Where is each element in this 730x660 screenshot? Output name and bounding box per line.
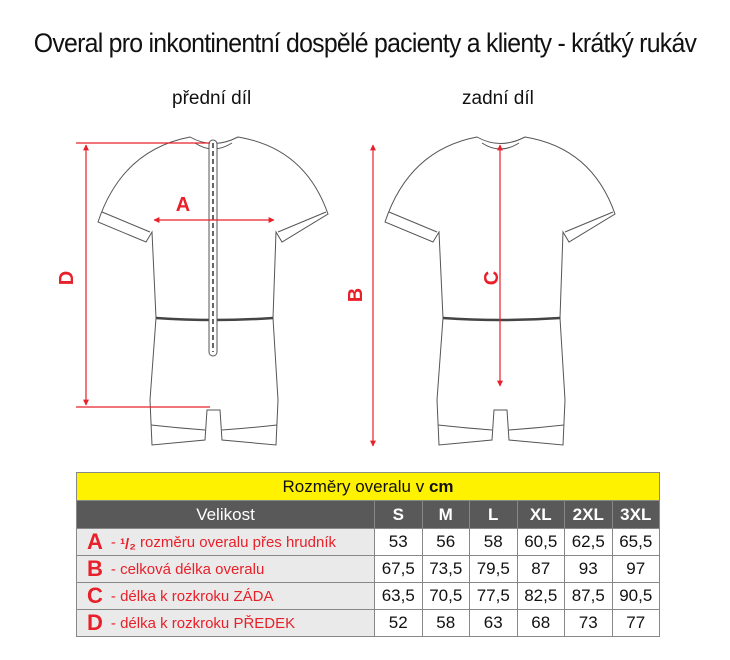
table-row: B- celková délka overalu 67,5 73,5 79,5 87 93… xyxy=(76,555,660,583)
zipper xyxy=(208,139,218,357)
table-cell: 62,5 xyxy=(564,528,613,556)
garment-diagram: A D B C xyxy=(56,135,617,447)
front-view-label: přední díl xyxy=(172,88,252,109)
size-header: Velikost xyxy=(76,500,375,529)
table-cell: 63 xyxy=(469,609,518,637)
table-cell: 70,5 xyxy=(421,582,470,610)
size-table: Rozměry overalu v cm Velikost S M L XL 2… xyxy=(76,472,660,637)
table-cell: 79,5 xyxy=(469,555,518,583)
table-cell: 73 xyxy=(564,609,613,637)
size-l: L xyxy=(469,500,518,529)
marker-a: A xyxy=(176,194,190,216)
table-cell: 82,5 xyxy=(516,582,565,610)
row-label: A- ¹/₂ rozměru overalu přes hrudník xyxy=(76,528,375,556)
marker-b: B xyxy=(345,288,367,302)
table-cell: 58 xyxy=(469,528,518,556)
table-cell: 67,5 xyxy=(374,555,423,583)
table-caption: Rozměry overalu v cm xyxy=(76,472,660,501)
page-title: Overal pro inkontinentní dospělé pacient… xyxy=(33,28,697,58)
size-s: S xyxy=(374,500,423,529)
size-xl: XL xyxy=(516,500,565,529)
back-view-label: zadní díl xyxy=(462,88,534,109)
table-cell: 65,5 xyxy=(611,528,660,556)
table-row: A- ¹/₂ rozměru overalu přes hrudník 53 56 5… xyxy=(76,528,660,556)
table-cell: 77,5 xyxy=(469,582,518,610)
row-label: D- délka k rozkroku PŘEDEK xyxy=(76,609,375,637)
table-cell: 93 xyxy=(564,555,613,583)
marker-d: D xyxy=(56,271,78,285)
table-cell: 60,5 xyxy=(516,528,565,556)
table-cell: 77 xyxy=(611,609,660,637)
table-cell: 63,5 xyxy=(374,582,423,610)
table-caption-row: Rozměry overalu v cm xyxy=(76,472,660,501)
table-cell: 87,5 xyxy=(564,582,613,610)
row-label: C- délka k rozkroku ZÁDA xyxy=(76,582,375,610)
table-cell: 68 xyxy=(516,609,565,637)
table-row: C- délka k rozkroku ZÁDA 63,5 70,5 77,5 82,5… xyxy=(76,582,660,610)
table-row: D- délka k rozkroku PŘEDEK 52 58 63 68 73 77 xyxy=(76,609,660,637)
size-2xl: 2XL xyxy=(564,500,613,529)
row-label: B- celková délka overalu xyxy=(76,555,375,583)
table-header-row: Velikost S M L XL 2XL 3XL xyxy=(76,500,660,529)
marker-c: C xyxy=(481,271,503,285)
table-cell: 90,5 xyxy=(611,582,660,610)
table-cell: 87 xyxy=(516,555,565,583)
table-cell: 58 xyxy=(421,609,470,637)
size-3xl: 3XL xyxy=(611,500,660,529)
size-m: M xyxy=(421,500,470,529)
table-cell: 73,5 xyxy=(421,555,470,583)
table-cell: 53 xyxy=(374,528,423,556)
table-cell: 52 xyxy=(374,609,423,637)
table-cell: 97 xyxy=(611,555,660,583)
table-cell: 56 xyxy=(421,528,470,556)
